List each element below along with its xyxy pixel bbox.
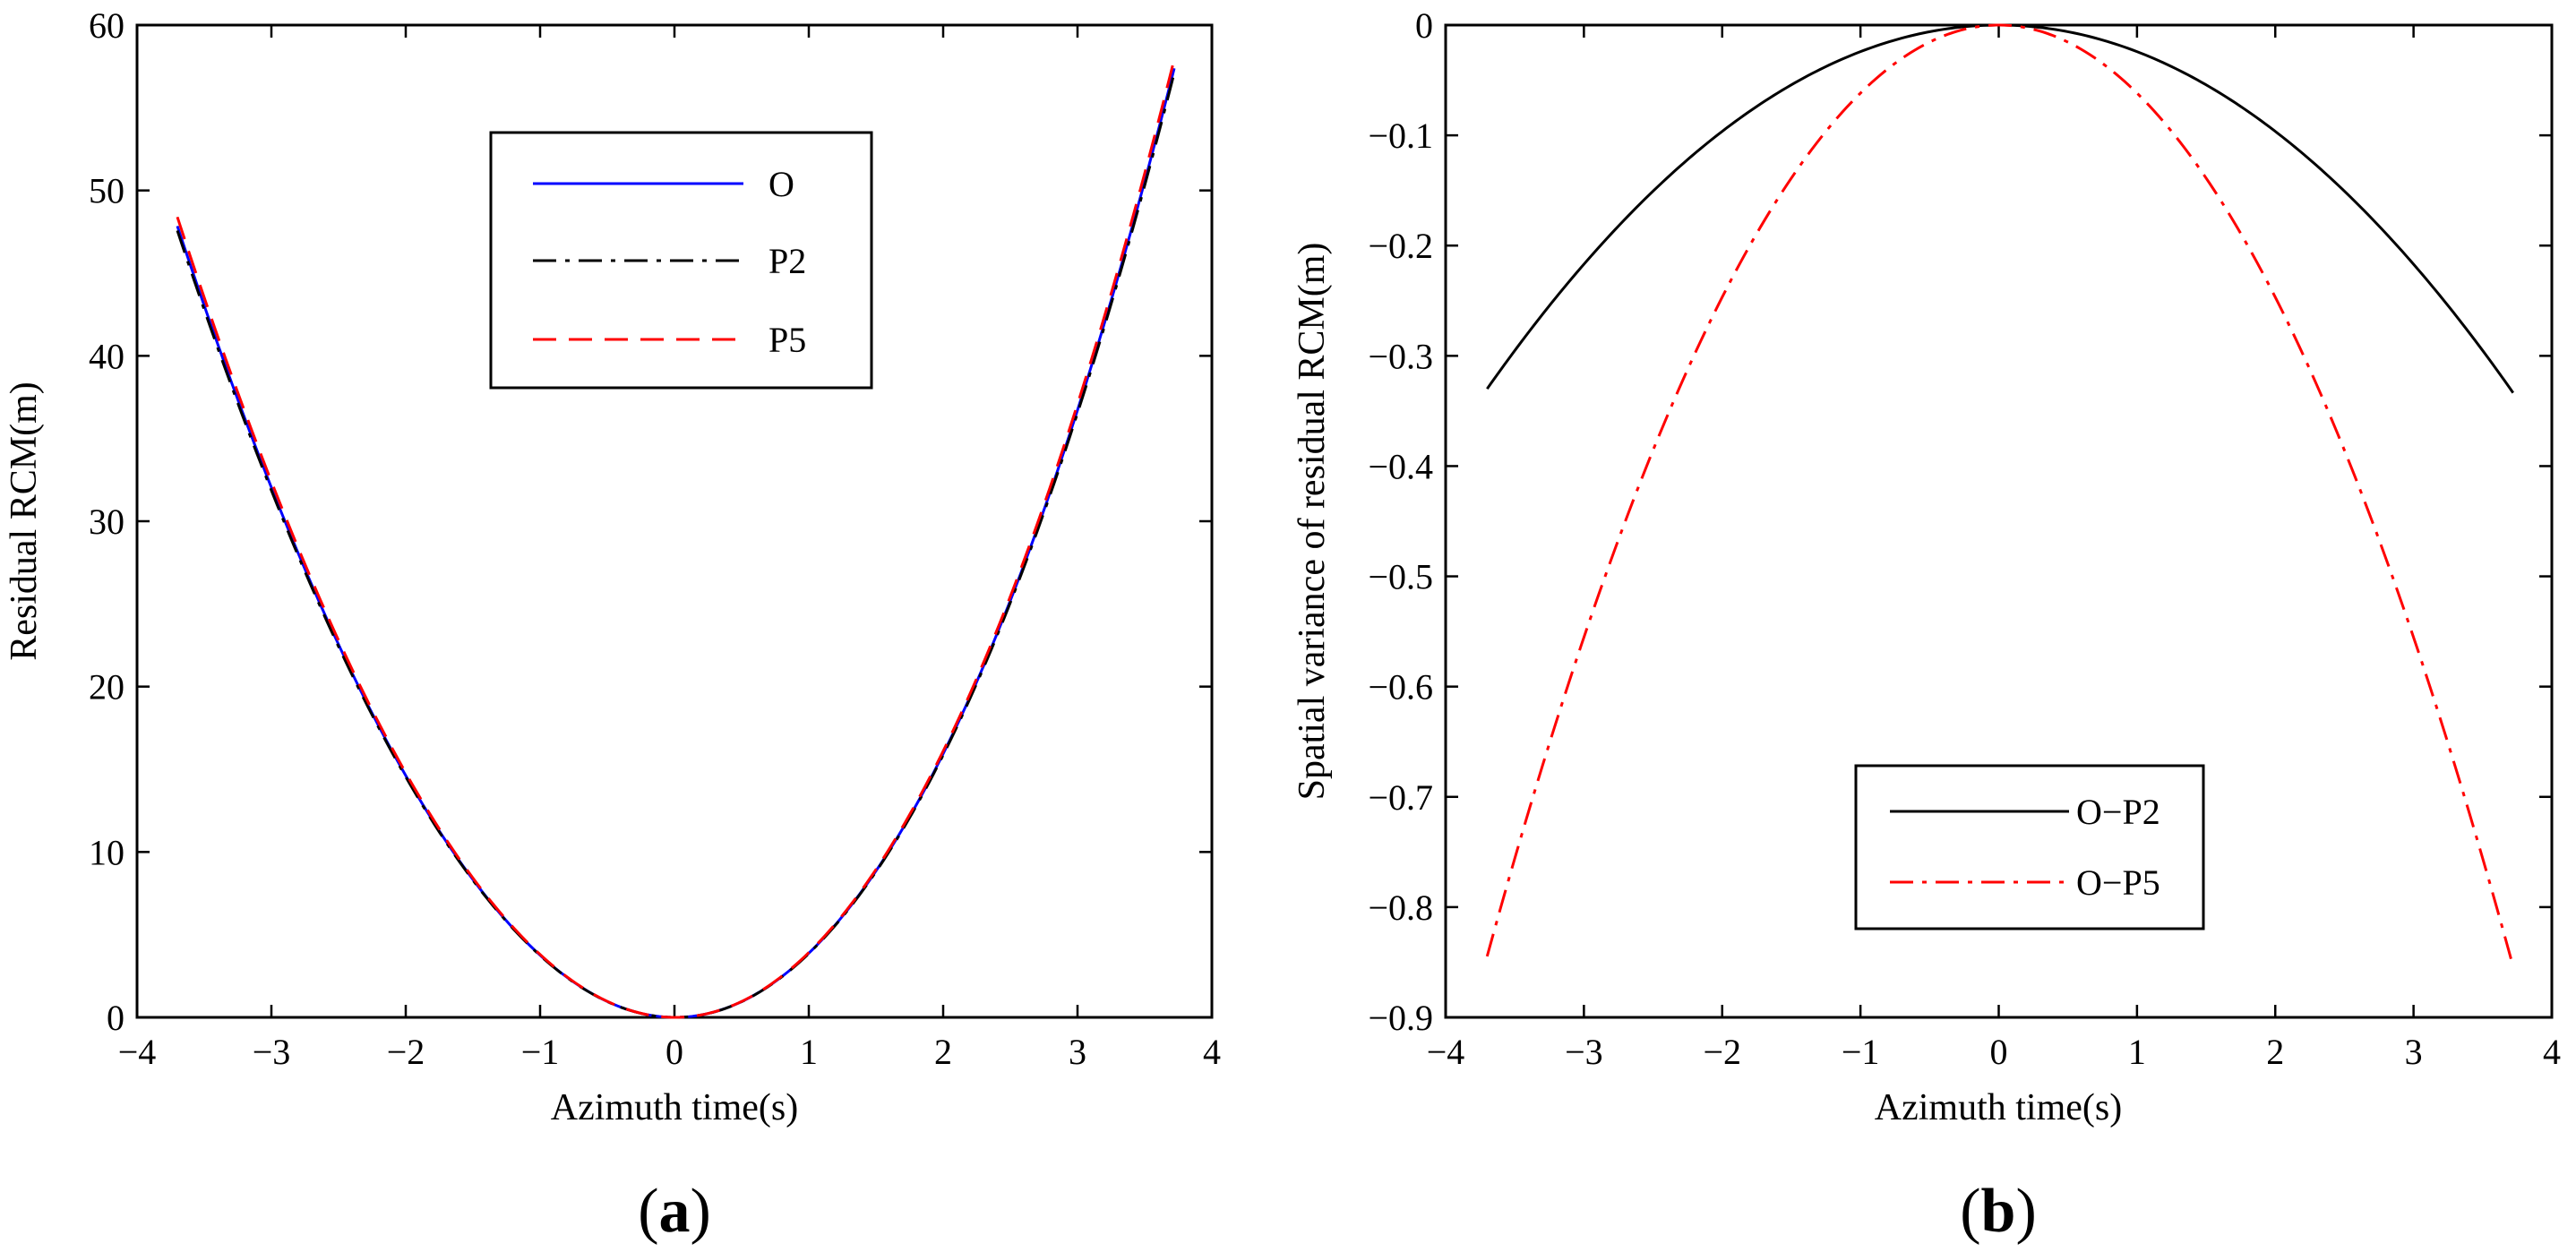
legend-label-o-p5: O−P5 bbox=[2076, 862, 2160, 903]
chart-b-ytick-label: −0.8 bbox=[1368, 888, 1433, 928]
chart-b-ticks bbox=[1444, 23, 2554, 1019]
panel-label-a-letter: a bbox=[659, 1177, 691, 1246]
panel-label-a: (a) bbox=[638, 1177, 711, 1246]
chart-b-xlabel: Azimuth time(s) bbox=[1875, 1087, 2122, 1128]
chart-a-ytick-label: 50 bbox=[89, 171, 125, 211]
chart-a-ytick-label: 40 bbox=[89, 336, 125, 376]
legend-label-o-p2: O−P2 bbox=[2076, 792, 2160, 832]
chart-a-ytick-label: 30 bbox=[89, 502, 125, 542]
legend-label-o: O bbox=[769, 164, 794, 204]
series-line-o-p5 bbox=[1485, 23, 2515, 967]
chart-a-ytick-label: 60 bbox=[89, 5, 125, 46]
chart-b-xtick-label: 1 bbox=[2128, 1032, 2146, 1072]
chart-a-ytick-label: 0 bbox=[107, 998, 125, 1038]
panel-label-b: (b) bbox=[1960, 1177, 2037, 1246]
chart-b-xtick-label: −4 bbox=[1427, 1032, 1465, 1072]
chart-a-xtick-label: −3 bbox=[253, 1032, 291, 1072]
chart-b-ytick-label: −0.7 bbox=[1368, 777, 1433, 818]
chart-b-xtick-label: 4 bbox=[2543, 1032, 2561, 1072]
chart-b-xtick-label: −2 bbox=[1703, 1032, 1741, 1072]
chart-b-xtick-label: −1 bbox=[1842, 1032, 1880, 1072]
chart-a-xtick-label: 1 bbox=[800, 1032, 818, 1072]
chart-b-xtick-label: 3 bbox=[2405, 1032, 2423, 1072]
chart-a-ticks bbox=[135, 23, 1214, 1019]
chart-b-ytick-label: −0.9 bbox=[1368, 998, 1433, 1038]
legend-label-p2: P2 bbox=[769, 241, 806, 281]
chart-b-xtick-label: 0 bbox=[1990, 1032, 2008, 1072]
chart-a-xlabel: Azimuth time(s) bbox=[551, 1087, 798, 1128]
chart-a-ytick-label: 20 bbox=[89, 667, 125, 707]
chart-a-ytick-label: 10 bbox=[89, 832, 125, 872]
chart-b-xtick-label: −3 bbox=[1565, 1032, 1603, 1072]
chart-a-legend: O P2 P5 bbox=[489, 131, 873, 390]
chart-b-legend: O−P2 O−P5 bbox=[1854, 764, 2205, 930]
chart-a-xtick-label: 4 bbox=[1203, 1032, 1221, 1072]
chart-b-ylabel: Spatial variance of residual RCM(m) bbox=[1292, 243, 1333, 801]
chart-a-xtick-label: 0 bbox=[665, 1032, 683, 1072]
chart-b-ytick-label: −0.3 bbox=[1368, 336, 1433, 376]
chart-b-tick-labels: −4 −3 −2 −1 0 1 2 3 4 0 −0.1 −0.2 −0.3 −0.4 −0.5 −0.6 −0… bbox=[1368, 5, 2561, 1072]
chart-a-xtick-label: 3 bbox=[1069, 1032, 1086, 1072]
chart-a-xtick-label: −4 bbox=[118, 1032, 157, 1072]
chart-b-xtick-label: 2 bbox=[2266, 1032, 2284, 1072]
legend-label-p5: P5 bbox=[769, 320, 806, 360]
panel-label-b-letter: b bbox=[1981, 1177, 2016, 1246]
chart-a-ylabel: Residual RCM(m) bbox=[4, 382, 45, 661]
chart-b-ytick-label: −0.6 bbox=[1368, 667, 1433, 707]
chart-b-legend-box bbox=[1854, 764, 2205, 930]
chart-a-xtick-label: −1 bbox=[521, 1032, 560, 1072]
chart-b-ytick-label: −0.1 bbox=[1368, 116, 1433, 156]
chart-a-xtick-label: −2 bbox=[387, 1032, 425, 1072]
chart-a-series bbox=[176, 58, 1176, 1019]
chart-b-series bbox=[1485, 23, 2515, 967]
chart-b-ytick-label: −0.2 bbox=[1368, 226, 1433, 266]
chart-b-ytick-label: −0.5 bbox=[1368, 557, 1433, 597]
chart-a-xtick-label: 2 bbox=[934, 1032, 952, 1072]
series-line-p5 bbox=[176, 58, 1176, 1019]
chart-b-ytick-label: 0 bbox=[1415, 5, 1433, 46]
chart-b-ytick-label: −0.4 bbox=[1368, 446, 1433, 486]
chart-b: −4 −3 −2 −1 0 1 2 3 4 0 −0.1 −0.2 −0.3 −0.4 −0.5 −0.6 −0… bbox=[1292, 5, 2561, 1246]
